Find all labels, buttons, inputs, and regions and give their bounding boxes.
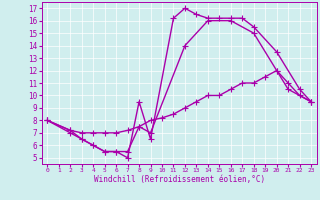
X-axis label: Windchill (Refroidissement éolien,°C): Windchill (Refroidissement éolien,°C): [94, 175, 265, 184]
